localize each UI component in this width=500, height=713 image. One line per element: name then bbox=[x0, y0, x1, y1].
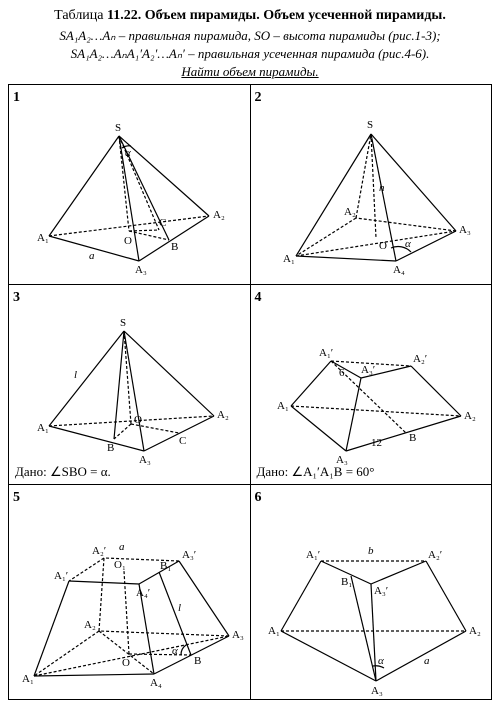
cell-2: 2 S A₁ A₂ A₃ A₄ O h α bbox=[250, 85, 492, 285]
instruction: Найти объем пирамиды. bbox=[8, 64, 492, 80]
figure-4: A₁ A₂ A₃ A₁′ A₂′ A₃′ B 6 12 bbox=[261, 306, 481, 466]
svg-text:A₂: A₂ bbox=[217, 409, 229, 421]
svg-text:A₂′: A₂′ bbox=[428, 549, 442, 561]
svg-text:α: α bbox=[378, 655, 384, 667]
svg-text:A₄: A₄ bbox=[150, 677, 162, 689]
svg-text:A₁: A₁ bbox=[283, 253, 295, 265]
svg-text:B: B bbox=[171, 241, 178, 253]
svg-text:A₃: A₃ bbox=[459, 224, 471, 236]
svg-text:O₁: O₁ bbox=[114, 559, 126, 571]
cell-5-number: 5 bbox=[13, 490, 20, 505]
cell-1: 1 S A₁ A₂ A₃ O C B a α bbox=[9, 85, 251, 285]
cell-4-number: 4 bbox=[255, 290, 262, 305]
svg-text:B: B bbox=[107, 442, 114, 454]
svg-text:C: C bbox=[179, 435, 186, 447]
svg-text:A₃: A₃ bbox=[139, 454, 151, 466]
cell-6-number: 6 bbox=[255, 490, 262, 505]
svg-text:l: l bbox=[74, 369, 77, 381]
svg-text:A₃: A₃ bbox=[232, 629, 244, 641]
svg-text:A₂: A₂ bbox=[213, 209, 225, 221]
svg-text:A₂: A₂ bbox=[344, 206, 356, 218]
svg-text:b: b bbox=[368, 545, 374, 557]
title-rest: Объем пирамиды. Объем усеченной пирамиды… bbox=[141, 8, 446, 23]
svg-text:A₃′: A₃′ bbox=[361, 364, 375, 376]
svg-text:C: C bbox=[159, 217, 166, 229]
problems-grid: 1 S A₁ A₂ A₃ O C B a α 2 bbox=[8, 84, 492, 700]
cell-3: 3 S A₁ A₂ A₃ O B C l Дано: ∠SBO = α. bbox=[9, 285, 251, 485]
svg-text:B: B bbox=[194, 655, 201, 667]
cell-4: 4 A₁ A₂ A₃ A₁′ A₂′ A₃′ B 6 12 Дано: ∠A₁′… bbox=[250, 285, 492, 485]
svg-text:S: S bbox=[115, 122, 121, 134]
cell-5: 5 bbox=[9, 485, 251, 700]
svg-text:B: B bbox=[409, 432, 416, 444]
svg-text:A₂: A₂ bbox=[464, 410, 476, 422]
cell-3-number: 3 bbox=[13, 290, 20, 305]
svg-text:A₁: A₁ bbox=[37, 232, 49, 244]
svg-text:A₄′: A₄′ bbox=[136, 587, 150, 599]
svg-text:h: h bbox=[379, 182, 385, 194]
figure-3: S A₁ A₂ A₃ O B C l bbox=[19, 306, 239, 466]
cell-1-number: 1 bbox=[13, 90, 20, 105]
figure-5: A₁ A₂ A₃ A₄ A₁′ A₂′ A₃′ A₄′ O O₁ B B₁ a … bbox=[14, 506, 244, 696]
svg-text:A₂′: A₂′ bbox=[92, 545, 106, 557]
svg-text:A₃′: A₃′ bbox=[182, 549, 196, 561]
svg-text:A₁′: A₁′ bbox=[306, 549, 320, 561]
subtitle-1: SA₁A₂…Aₙ – правильная пирамида, SO – выс… bbox=[8, 28, 492, 44]
svg-text:A₁′: A₁′ bbox=[319, 347, 333, 359]
figure-1: S A₁ A₂ A₃ O C B a α bbox=[19, 106, 239, 276]
svg-text:a: a bbox=[424, 655, 430, 667]
figure-2: S A₁ A₂ A₃ A₄ O h α bbox=[261, 106, 481, 276]
svg-text:A₂′: A₂′ bbox=[413, 353, 427, 365]
svg-text:A₂: A₂ bbox=[84, 619, 96, 631]
svg-text:A₁: A₁ bbox=[37, 422, 49, 434]
cell-4-given: Дано: ∠A₁′A₁B = 60° bbox=[257, 464, 375, 480]
svg-text:A₃: A₃ bbox=[371, 685, 383, 696]
svg-text:A₃: A₃ bbox=[135, 264, 147, 276]
svg-text:B₁: B₁ bbox=[160, 560, 171, 572]
svg-text:A₁: A₁ bbox=[277, 400, 289, 412]
title-prefix: Таблица bbox=[54, 8, 107, 23]
title-number: 11.22. bbox=[107, 8, 141, 23]
svg-text:l: l bbox=[178, 602, 181, 614]
svg-text:S: S bbox=[367, 119, 373, 131]
svg-text:O: O bbox=[124, 235, 132, 247]
svg-text:S: S bbox=[120, 317, 126, 329]
svg-text:a: a bbox=[89, 250, 95, 262]
svg-text:O: O bbox=[134, 414, 142, 426]
svg-text:O: O bbox=[122, 657, 130, 669]
svg-text:A₃′: A₃′ bbox=[374, 585, 388, 597]
svg-text:α: α bbox=[172, 645, 178, 657]
table-title: Таблица 11.22. Объем пирамиды. Объем усе… bbox=[8, 8, 492, 24]
svg-text:α: α bbox=[405, 238, 411, 250]
svg-text:A₂: A₂ bbox=[469, 625, 481, 637]
svg-text:A₁: A₁ bbox=[268, 625, 280, 637]
figure-6: A₁ A₂ A₃ A₁′ A₂′ A₃′ B₁ b a α bbox=[256, 506, 486, 696]
svg-text:A₄: A₄ bbox=[393, 264, 405, 276]
cell-3-given: Дано: ∠SBO = α. bbox=[15, 464, 111, 480]
svg-text:B₁: B₁ bbox=[341, 576, 352, 588]
svg-text:6: 6 bbox=[339, 367, 345, 379]
svg-text:α: α bbox=[125, 147, 131, 159]
svg-text:A₁′: A₁′ bbox=[54, 570, 68, 582]
subtitle-2: SA₁A₂…AₙA₁′A₂′…Aₙ′ – правильная усеченна… bbox=[8, 46, 492, 62]
svg-text:O: O bbox=[379, 240, 387, 252]
svg-text:A₁: A₁ bbox=[22, 673, 34, 685]
cell-2-number: 2 bbox=[255, 90, 262, 105]
svg-text:a: a bbox=[119, 541, 125, 553]
svg-text:12: 12 bbox=[371, 437, 382, 449]
cell-6: 6 A₁ A₂ A₃ A₁′ A₂′ A₃′ B₁ b a bbox=[250, 485, 492, 700]
